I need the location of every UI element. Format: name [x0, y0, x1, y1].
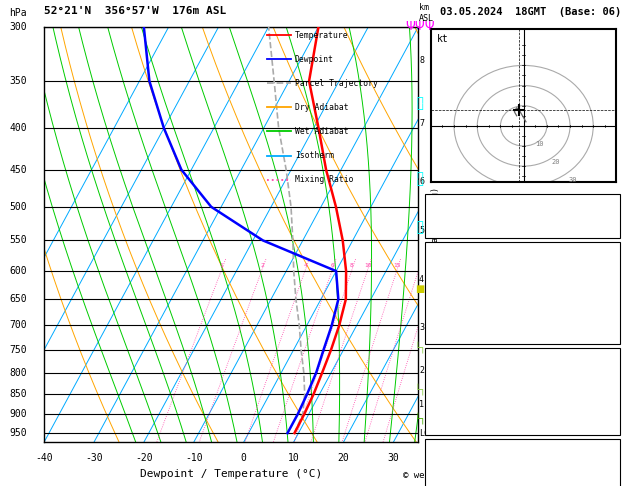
Text: SREH: SREH [430, 471, 453, 481]
Text: 2: 2 [419, 366, 424, 375]
Text: 10: 10 [287, 452, 299, 463]
Text: 4: 4 [609, 471, 615, 481]
Text: 900: 900 [9, 409, 27, 419]
Text: -10: -10 [185, 452, 203, 463]
Text: Parcel Trajectory: Parcel Trajectory [295, 79, 377, 88]
Text: Totals Totals: Totals Totals [430, 211, 506, 221]
Text: ┌┐
└┘: ┌┐ └┘ [415, 218, 426, 239]
Text: CIN (J): CIN (J) [430, 423, 470, 433]
Text: Wet Adiabat: Wet Adiabat [295, 127, 348, 136]
Text: θᴄ (K): θᴄ (K) [430, 380, 465, 389]
Text: 7: 7 [419, 119, 424, 128]
Text: ■: ■ [416, 284, 425, 294]
Text: CAPE (J): CAPE (J) [430, 317, 477, 327]
Text: 10: 10 [364, 263, 371, 268]
Text: └┐: └┐ [415, 342, 426, 353]
Text: 9: 9 [609, 303, 615, 312]
Text: 52°21'N  356°57'W  176m ASL: 52°21'N 356°57'W 176m ASL [44, 6, 226, 17]
Text: Dewpoint / Temperature (°C): Dewpoint / Temperature (°C) [140, 469, 322, 479]
Text: Most Unstable: Most Unstable [484, 350, 560, 360]
Text: 0: 0 [241, 452, 247, 463]
Text: -20: -20 [135, 452, 153, 463]
Text: 6: 6 [419, 177, 424, 186]
Text: 37: 37 [603, 211, 615, 221]
Text: Isotherm: Isotherm [295, 151, 334, 160]
Text: Dry Adiabat: Dry Adiabat [295, 103, 348, 112]
Text: 450: 450 [9, 165, 27, 174]
Text: PW (cm): PW (cm) [430, 226, 470, 236]
Text: Mixing Ratio (g/kg): Mixing Ratio (g/kg) [431, 187, 440, 282]
Text: km
ASL: km ASL [419, 3, 434, 22]
Text: 302: 302 [597, 288, 615, 298]
Text: 7.8: 7.8 [597, 274, 615, 283]
Text: 1: 1 [419, 399, 424, 409]
Text: 2.04: 2.04 [591, 226, 615, 236]
Text: 03.05.2024  18GMT  (Base: 06): 03.05.2024 18GMT (Base: 06) [440, 7, 621, 17]
Text: 2: 2 [260, 263, 264, 268]
Text: ┌┐
└┘: ┌┐ └┘ [415, 94, 426, 115]
Text: 30: 30 [568, 177, 577, 183]
Text: Dewp (°C): Dewp (°C) [430, 274, 482, 283]
Text: 5: 5 [609, 394, 615, 404]
Text: 800: 800 [9, 367, 27, 378]
Text: 9.2: 9.2 [597, 259, 615, 269]
Text: 850: 850 [9, 389, 27, 399]
Text: Temp (°C): Temp (°C) [430, 259, 482, 269]
Text: CIN (J): CIN (J) [430, 332, 470, 342]
Text: 30: 30 [387, 452, 399, 463]
Text: -30: -30 [85, 452, 103, 463]
Text: Surface: Surface [501, 244, 543, 254]
Text: 600: 600 [9, 266, 27, 276]
Text: Pressure (mb): Pressure (mb) [430, 365, 506, 375]
Text: Dewpoint: Dewpoint [295, 54, 334, 64]
Text: EH: EH [430, 456, 442, 466]
Text: 309: 309 [597, 380, 615, 389]
Text: 550: 550 [9, 235, 27, 245]
Text: 700: 700 [597, 365, 615, 375]
Text: ΨΨΨ: ΨΨΨ [405, 20, 435, 33]
Text: -7: -7 [603, 456, 615, 466]
Text: └┐: └┐ [415, 383, 426, 395]
Text: 20: 20 [338, 452, 349, 463]
Text: 20: 20 [552, 159, 560, 165]
Text: └┐: └┐ [415, 412, 426, 424]
Text: -40: -40 [35, 452, 53, 463]
Text: CAPE (J): CAPE (J) [430, 409, 477, 418]
Text: 8: 8 [419, 56, 424, 65]
Text: 0: 0 [609, 332, 615, 342]
Text: 500: 500 [9, 202, 27, 212]
Text: 3: 3 [419, 324, 424, 332]
Text: © weatheronline.co.uk: © weatheronline.co.uk [403, 471, 516, 480]
Text: hPa: hPa [9, 8, 27, 18]
Text: 19: 19 [603, 317, 615, 327]
Text: 4: 4 [303, 263, 307, 268]
Text: ┌┐
└┘: ┌┐ └┘ [415, 169, 426, 191]
Text: 6: 6 [330, 263, 334, 268]
Text: 0: 0 [609, 423, 615, 433]
Text: Temperature: Temperature [295, 31, 348, 39]
Text: K: K [430, 197, 435, 207]
Text: 8: 8 [350, 263, 353, 268]
Text: 10: 10 [536, 141, 544, 147]
Text: 400: 400 [9, 123, 27, 133]
Text: Hodograph: Hodograph [496, 442, 548, 451]
Text: 0: 0 [609, 409, 615, 418]
Text: θᴄ(K): θᴄ(K) [430, 288, 459, 298]
Text: Lifted Index: Lifted Index [430, 303, 500, 312]
Text: 700: 700 [9, 320, 27, 330]
Text: 650: 650 [9, 295, 27, 304]
Text: kt: kt [437, 34, 448, 44]
Text: 750: 750 [9, 345, 27, 355]
Text: 300: 300 [9, 22, 27, 32]
Text: 18: 18 [603, 197, 615, 207]
Text: 950: 950 [9, 428, 27, 438]
Text: 1: 1 [220, 263, 223, 268]
Text: Lifted Index: Lifted Index [430, 394, 500, 404]
Text: 4: 4 [419, 275, 424, 284]
Text: LCL: LCL [419, 429, 434, 437]
Text: 5: 5 [419, 226, 424, 235]
Text: 350: 350 [9, 76, 27, 86]
Text: Mixing Ratio: Mixing Ratio [295, 175, 353, 184]
Text: 15: 15 [393, 263, 401, 268]
